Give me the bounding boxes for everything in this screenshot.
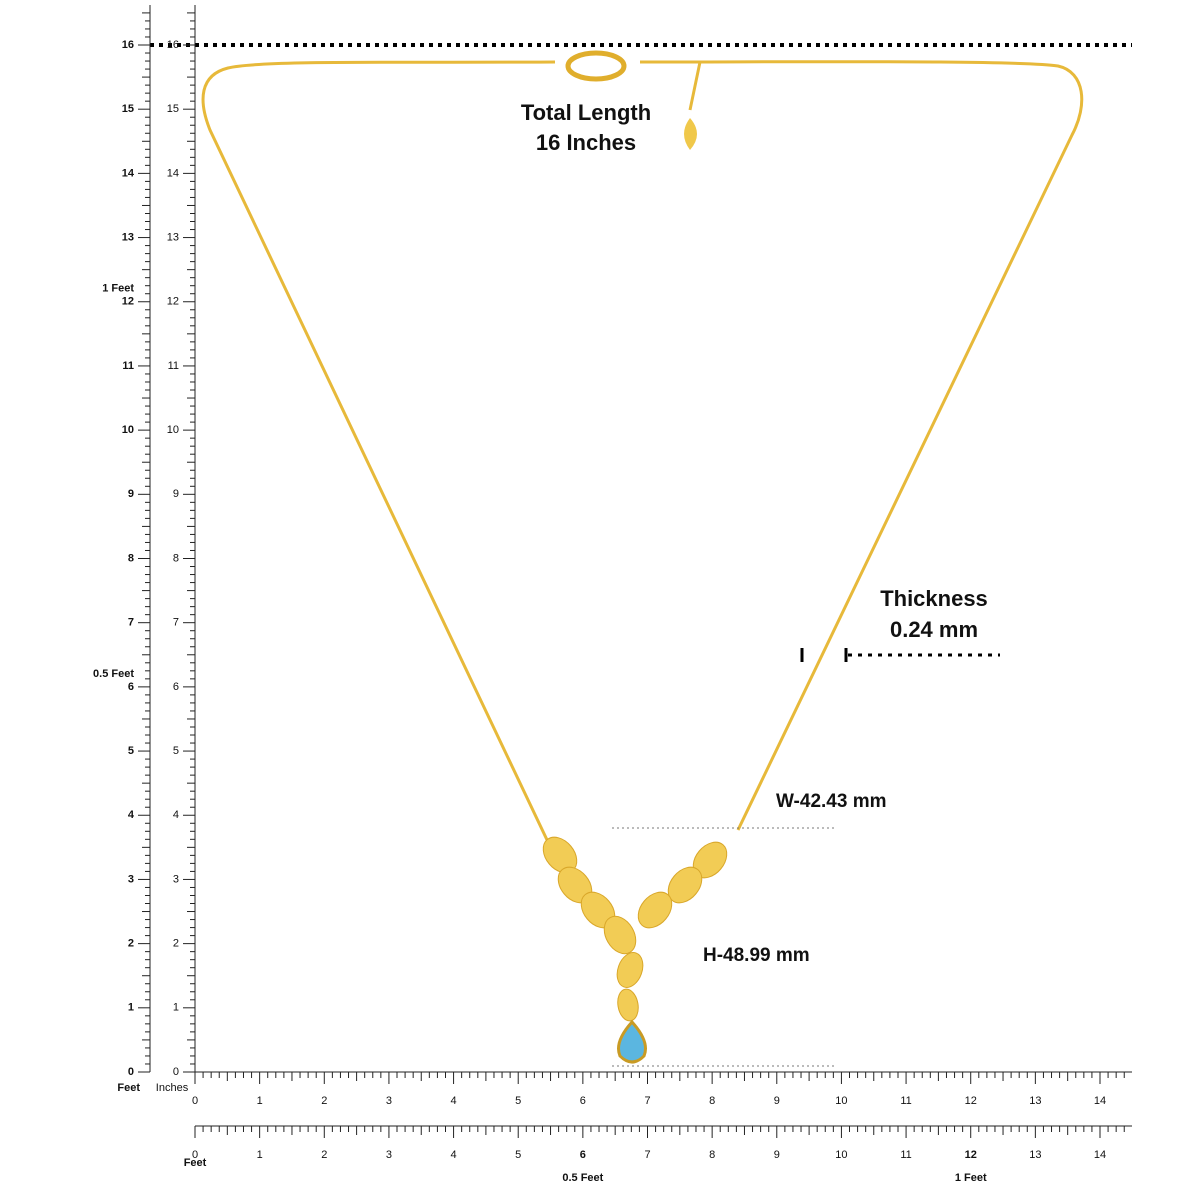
feet-label: 1 Feet <box>955 1172 987 1184</box>
ruler-number: 7 <box>128 617 134 629</box>
feet-unit: Feet <box>117 1082 140 1094</box>
ruler-number: 11 <box>900 1149 911 1161</box>
ruler-number: 14 <box>167 167 179 179</box>
ruler-number: 2 <box>173 938 179 950</box>
ruler-number: 6 <box>580 1149 586 1161</box>
ruler-number: 14 <box>1094 1149 1106 1161</box>
ruler-number: 12 <box>122 296 134 308</box>
ruler-number: 3 <box>128 873 134 885</box>
ruler-number: 4 <box>173 809 179 821</box>
ruler-number: 10 <box>167 424 179 436</box>
feet-label: 0.5 Feet <box>562 1172 603 1184</box>
ruler-number: 8 <box>173 552 179 564</box>
ruler-number: 15 <box>167 103 179 115</box>
width-label: W-42.43 mm <box>776 791 887 812</box>
ruler-number: 11 <box>900 1095 911 1107</box>
ruler-number: 6 <box>128 681 134 693</box>
ruler-number: 6 <box>173 681 179 693</box>
ruler-number: 5 <box>515 1095 521 1107</box>
ruler-number: 9 <box>774 1095 780 1107</box>
clasp <box>565 50 697 150</box>
ruler-number: 8 <box>709 1149 715 1161</box>
ruler-number: 7 <box>644 1149 650 1161</box>
thickness-label: Thickness <box>880 586 988 611</box>
ruler-number: 3 <box>386 1149 392 1161</box>
ruler-number: 2 <box>321 1149 327 1161</box>
ruler-number: 5 <box>173 745 179 757</box>
ruler-number: 7 <box>644 1095 650 1107</box>
ruler-number: 14 <box>122 167 135 179</box>
ruler-number: 12 <box>167 296 179 308</box>
necklace-chain <box>201 60 1084 843</box>
ruler-number: 2 <box>128 938 134 950</box>
feet-unit: Feet <box>184 1157 207 1169</box>
ruler-number: 9 <box>774 1149 780 1161</box>
inches-unit: Inches <box>156 1082 189 1094</box>
ruler-number: 3 <box>386 1095 392 1107</box>
ruler-number: 16 <box>122 39 134 51</box>
ruler-number: 8 <box>709 1095 715 1107</box>
feet-label: 1 Feet <box>102 283 134 295</box>
ruler-number: 4 <box>451 1095 457 1107</box>
ruler-number: 5 <box>128 745 134 757</box>
feet-label: 0.5 Feet <box>93 668 134 680</box>
ruler-number: 8 <box>128 552 134 564</box>
ruler-number: 9 <box>173 488 179 500</box>
ruler-number: 1 <box>257 1095 263 1107</box>
ruler-number: 0 <box>173 1066 179 1078</box>
ruler-number: 13 <box>167 231 179 243</box>
ruler-number: 11 <box>168 360 179 372</box>
ruler-number: 13 <box>122 231 134 243</box>
height-label: H-48.99 mm <box>703 945 810 966</box>
ruler-number: 7 <box>173 617 179 629</box>
ruler-number: 12 <box>965 1095 977 1107</box>
ruler-number: 5 <box>515 1149 521 1161</box>
ruler-number: 1 <box>128 1002 134 1014</box>
pendant-leaves <box>542 836 728 1022</box>
ruler-number: 1 <box>257 1149 263 1161</box>
ruler-number: 10 <box>835 1149 847 1161</box>
ruler-number: 4 <box>128 809 135 821</box>
ruler-number: 0 <box>128 1066 134 1078</box>
length-label: Total Length <box>521 100 651 125</box>
ruler-number: 9 <box>128 488 134 500</box>
ruler-number: 13 <box>1029 1095 1041 1107</box>
length-value: 16 Inches <box>536 130 636 155</box>
thickness-value: 0.24 mm <box>890 617 978 642</box>
ruler-number: 2 <box>321 1095 327 1107</box>
ruler-number: 1 <box>173 1002 179 1014</box>
ruler-number: 13 <box>1029 1149 1041 1161</box>
ruler-number: 11 <box>122 360 134 372</box>
ruler-number: 15 <box>122 103 134 115</box>
ruler-number: 6 <box>580 1095 586 1107</box>
ruler-number: 12 <box>965 1149 977 1161</box>
ruler-number: 3 <box>173 873 179 885</box>
ruler-number: 10 <box>122 424 134 436</box>
blue-stone <box>617 1019 647 1064</box>
ruler-number: 10 <box>835 1095 847 1107</box>
ruler-number: 4 <box>451 1149 457 1161</box>
ruler-number: 14 <box>1094 1095 1106 1107</box>
ruler-number: 0 <box>192 1149 198 1161</box>
ruler-number: 0 <box>192 1095 198 1107</box>
ruler-number: 16 <box>167 39 179 51</box>
